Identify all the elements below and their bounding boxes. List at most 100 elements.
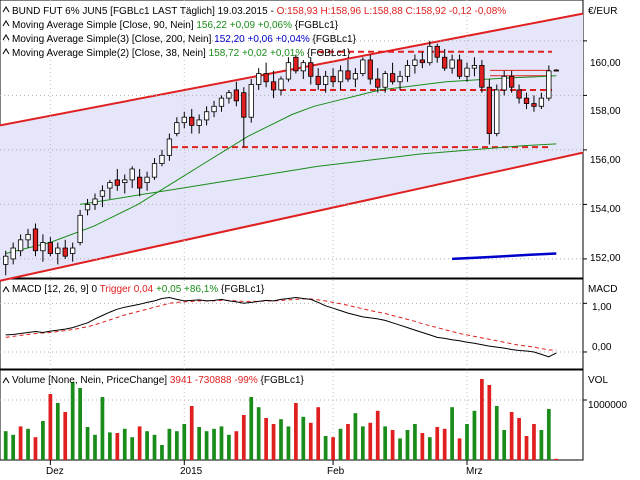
volume-bar	[241, 415, 246, 460]
candle-up	[494, 89, 500, 134]
volume-bar	[308, 422, 313, 460]
candle-down	[486, 86, 492, 134]
volume-tick-1m: 1000000	[588, 400, 627, 411]
volume-bar	[524, 436, 529, 460]
macd-legend: MACD [12, 26, 9] 0 Trigger 0,04 +0,05 +8…	[2, 284, 265, 295]
candle-up	[84, 204, 91, 211]
candle-down	[553, 69, 559, 72]
macd-legend-value: +0,05 +86,1%	[153, 284, 218, 295]
x-label-dez: Dez	[46, 466, 64, 477]
candle-down	[345, 70, 351, 80]
volume-bar	[234, 431, 239, 460]
candle-up	[92, 198, 98, 205]
volume-bar	[539, 430, 544, 460]
candle-down	[62, 247, 68, 257]
volume-bar	[420, 433, 425, 460]
volume-bar	[346, 424, 350, 460]
macd-legend-suffix: {FGBLc1}	[218, 284, 265, 295]
volume-bar	[383, 426, 388, 460]
channel-fill	[0, 13, 583, 281]
ma38-legend: Moving Average Simple(2) [Close, 38, Nei…	[12, 48, 351, 59]
candle-up	[256, 73, 262, 85]
volume-bar	[100, 397, 105, 460]
candle-up	[203, 111, 210, 121]
volume-bar	[509, 412, 514, 460]
chart-title-ohlc: O:158,93 H:158,96 L:158,88 C:158,92 -0,1…	[277, 6, 507, 17]
candle-down	[375, 78, 381, 88]
candle-up	[107, 182, 113, 189]
volume-bar	[256, 407, 261, 460]
candle-up	[464, 67, 470, 77]
volume-bar	[18, 426, 23, 460]
price-tick-158: 158,00	[590, 106, 621, 117]
price-tick-160: 160,00	[590, 58, 621, 69]
volume-bar	[197, 427, 202, 460]
volume-bar	[212, 428, 216, 460]
macd-legend-trigger: Trigger 0,04	[100, 284, 154, 295]
ma200-legend-label: Moving Average Simple(3) [Close, 200, Ne…	[12, 34, 214, 45]
candle-up	[226, 92, 232, 99]
volume-bar	[85, 427, 90, 460]
candle-down	[137, 176, 143, 189]
candle-down	[32, 228, 39, 252]
candle-up	[17, 239, 24, 252]
volume-bar	[405, 430, 410, 460]
macd-lines-group	[5, 296, 557, 358]
volume-bar	[174, 431, 179, 460]
candle-up	[166, 138, 173, 156]
price-channel-group	[0, 12, 584, 282]
volume-bar	[167, 428, 172, 460]
candle-up	[248, 84, 254, 118]
x-label-feb: Feb	[327, 466, 345, 477]
candle-down	[516, 89, 522, 99]
volume-unit-label: VOL	[588, 375, 608, 386]
ma38-legend-value: 158,72 +0,02 +0,01%	[209, 48, 305, 59]
volume-bar	[108, 432, 112, 460]
channel-lower-line	[0, 151, 584, 282]
volume-bar	[323, 436, 328, 460]
candle-down	[367, 59, 373, 80]
x-label-mrz: Mrz	[466, 466, 483, 477]
candle-up	[404, 65, 411, 77]
candle-up	[382, 73, 388, 88]
candle-up	[501, 75, 507, 91]
candle-up	[360, 59, 366, 74]
price-unit-label: €/EUR	[588, 6, 617, 17]
candle-down	[389, 73, 396, 83]
candle-down	[293, 56, 299, 72]
volume-bar	[3, 431, 8, 460]
candle-up	[174, 122, 180, 134]
volume-bar	[249, 397, 254, 460]
volume-bar	[227, 434, 231, 460]
volume-bar	[472, 410, 477, 460]
ma200-legend-suffix: {FGBLc1}	[310, 34, 357, 45]
candle-up	[3, 255, 9, 265]
ma38-legend-suffix: {FGBLc1}	[304, 48, 351, 59]
volume-bar	[480, 379, 484, 460]
candle-down	[47, 242, 53, 254]
volume-bar	[316, 407, 321, 460]
candle-up	[129, 168, 135, 181]
volume-indicator-icon	[2, 377, 10, 384]
volume-bar	[375, 410, 380, 460]
volume-bar	[271, 424, 276, 460]
candle-up	[449, 59, 455, 69]
volume-bar	[398, 438, 402, 460]
macd-signal-line	[5, 298, 557, 351]
candle-up	[196, 119, 202, 126]
volume-bar	[502, 430, 507, 460]
candle-down	[233, 89, 239, 102]
candle-up	[337, 70, 344, 83]
volume-bar	[137, 426, 142, 460]
candle-down	[509, 75, 515, 88]
volume-bar	[286, 426, 291, 460]
volume-legend-value: 3941 -730888 -99%	[170, 375, 258, 386]
ma200-legend: Moving Average Simple(3) [Close, 200, Ne…	[12, 34, 357, 45]
candle-down	[263, 73, 269, 83]
ma38-line	[5, 75, 557, 254]
chart-title-prefix: BUND FUT 6% JUN5 [FGBLc1 LAST Täglich] 1…	[12, 6, 277, 17]
candle-up	[151, 163, 158, 178]
volume-bar	[360, 426, 365, 460]
price-tick-152: 152,00	[590, 253, 621, 264]
